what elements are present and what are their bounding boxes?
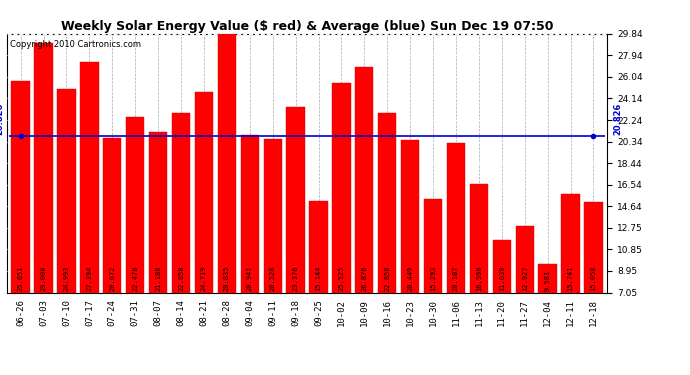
Bar [103,138,121,292]
Text: 15.293: 15.293 [430,265,436,291]
Bar [562,194,580,292]
Text: 15.741: 15.741 [568,265,573,291]
Bar [264,140,282,292]
Text: 21.180: 21.180 [155,265,161,291]
Text: 20.941: 20.941 [247,265,253,291]
Bar [241,135,259,292]
Bar [470,184,488,292]
Text: 9.581: 9.581 [544,270,551,291]
Text: 25.651: 25.651 [18,265,23,291]
Text: 20.528: 20.528 [270,265,276,291]
Bar [172,113,190,292]
Bar [126,117,144,292]
Text: 29.000: 29.000 [41,265,46,291]
Bar [333,83,351,292]
Bar [355,68,373,292]
Text: 22.470: 22.470 [132,265,138,291]
Bar [538,264,557,292]
Text: 15.058: 15.058 [591,265,596,291]
Bar [378,113,397,292]
Bar [286,107,305,292]
Text: 16.590: 16.590 [476,265,482,291]
Text: 27.394: 27.394 [86,265,92,291]
Text: 24.719: 24.719 [201,265,207,291]
Bar [493,240,511,292]
Text: 20.449: 20.449 [407,265,413,291]
Bar [584,202,602,292]
Bar [12,81,30,292]
Bar [195,92,213,292]
Text: 29.835: 29.835 [224,265,230,291]
Text: 20.826: 20.826 [0,103,5,135]
Bar [80,62,99,292]
Bar [217,34,236,292]
Text: 22.850: 22.850 [384,265,391,291]
Bar [309,201,328,292]
Text: 20.672: 20.672 [109,265,115,291]
Bar [149,132,167,292]
Bar [447,143,465,292]
Bar [34,43,52,292]
Text: 24.993: 24.993 [63,265,70,291]
Text: 12.927: 12.927 [522,265,528,291]
Text: 20.187: 20.187 [453,265,459,291]
Text: 22.858: 22.858 [178,265,184,291]
Bar [424,199,442,292]
Text: 15.144: 15.144 [315,265,322,291]
Text: Copyright 2010 Cartronics.com: Copyright 2010 Cartronics.com [10,40,141,49]
Bar [57,89,76,292]
Text: 26.876: 26.876 [362,265,367,291]
Text: 23.376: 23.376 [293,265,299,291]
Text: 11.639: 11.639 [499,265,505,291]
Title: Weekly Solar Energy Value ($ red) & Average (blue) Sun Dec 19 07:50: Weekly Solar Energy Value ($ red) & Aver… [61,20,553,33]
Text: 25.525: 25.525 [338,265,344,291]
Text: 20.826: 20.826 [613,103,622,135]
Bar [515,226,534,292]
Bar [401,140,420,292]
